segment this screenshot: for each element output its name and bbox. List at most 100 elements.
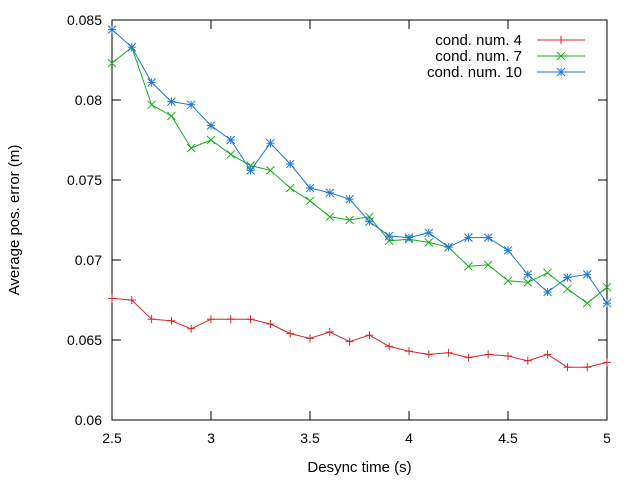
data-point <box>186 100 196 110</box>
data-point <box>503 246 513 255</box>
y-tick-label: 0.07 <box>75 252 102 268</box>
data-point <box>602 282 612 292</box>
x-tick-label: 2.5 <box>102 430 122 446</box>
data-point <box>543 350 552 359</box>
data-point <box>405 347 413 356</box>
plot-frame <box>111 19 608 421</box>
series-1 <box>108 294 611 372</box>
data-point <box>484 350 493 359</box>
data-point <box>266 138 275 148</box>
data-point <box>206 135 216 145</box>
data-point <box>556 51 566 61</box>
data-point <box>543 268 552 278</box>
data-point <box>556 67 566 77</box>
data-point <box>365 217 374 226</box>
data-point <box>523 278 533 287</box>
data-point <box>557 36 565 44</box>
data-point <box>167 97 176 106</box>
data-point <box>167 316 176 325</box>
data-point <box>424 238 434 247</box>
legend-entry: cond. num. 4 <box>435 32 585 49</box>
data-point <box>127 296 136 304</box>
data-point <box>167 111 176 121</box>
x-tick-label: 3.5 <box>300 430 320 446</box>
data-point <box>147 78 156 87</box>
data-point <box>384 231 394 241</box>
data-point <box>226 135 236 145</box>
x-tick-label: 4.5 <box>498 430 518 446</box>
x-axis-label: Desync time (s) <box>307 459 411 476</box>
data-point <box>266 166 275 175</box>
series-3 <box>107 25 612 308</box>
data-point <box>187 324 196 333</box>
data-point <box>444 242 453 252</box>
legend-entry: cond. num. 10 <box>427 64 585 81</box>
x-tick-label: 5 <box>603 430 611 446</box>
data-point <box>226 150 236 159</box>
series-line <box>111 29 608 304</box>
data-point <box>424 350 433 359</box>
data-point <box>563 273 572 282</box>
legend-entry: cond. num. 7 <box>435 48 585 65</box>
y-axis-label: Average pos. error (m) <box>6 145 23 296</box>
y-tick-label: 0.08 <box>75 92 102 108</box>
data-point <box>286 329 295 338</box>
data-point <box>523 270 533 279</box>
data-point <box>365 331 374 340</box>
data-point <box>266 320 275 328</box>
series-line <box>111 297 608 368</box>
data-point <box>147 100 156 110</box>
legend-label: cond. num. 10 <box>427 64 522 81</box>
data-point <box>543 287 552 297</box>
data-point <box>582 298 592 308</box>
data-point <box>464 262 473 271</box>
data-point <box>107 25 117 34</box>
data-point <box>325 212 335 222</box>
data-point <box>602 298 612 308</box>
data-point <box>285 159 295 169</box>
data-point <box>483 233 493 242</box>
data-point <box>226 315 235 324</box>
data-point <box>108 294 116 303</box>
y-tick-label: 0.065 <box>67 332 102 348</box>
data-point <box>464 233 473 242</box>
data-point <box>603 358 611 367</box>
data-point <box>325 328 334 336</box>
series-2 <box>107 42 612 308</box>
data-point <box>345 337 354 346</box>
data-point <box>305 196 315 206</box>
series-line <box>111 46 608 304</box>
legend-label: cond. num. 4 <box>435 32 522 49</box>
data-point <box>504 352 512 360</box>
data-point <box>523 356 532 365</box>
data-point <box>147 315 156 324</box>
data-point <box>345 194 354 204</box>
data-point <box>563 363 572 372</box>
data-point <box>206 121 216 130</box>
data-point <box>404 233 414 242</box>
axis-tick-labels: 2.5 3 3.5 4 4.5 5 0.06 0.065 0.07 0.075 0.08 0.085 <box>67 12 611 446</box>
data-point <box>305 183 315 193</box>
data-point <box>483 260 493 270</box>
data-point <box>207 315 215 324</box>
x-tick-label: 3 <box>207 430 215 446</box>
legend-label: cond. num. 7 <box>435 48 522 65</box>
y-tick-label: 0.06 <box>75 412 102 428</box>
series-layer <box>107 25 612 372</box>
data-point <box>127 42 137 52</box>
data-point <box>424 228 434 238</box>
data-point <box>345 215 354 225</box>
data-point <box>107 58 117 68</box>
data-point <box>563 284 572 294</box>
axis-ticks <box>111 19 608 421</box>
data-point <box>444 348 453 357</box>
data-point <box>464 353 473 362</box>
data-point <box>325 188 335 198</box>
data-point <box>285 183 295 193</box>
data-point <box>306 334 314 343</box>
data-point <box>246 166 255 175</box>
data-point <box>186 143 196 153</box>
data-point <box>583 363 592 372</box>
